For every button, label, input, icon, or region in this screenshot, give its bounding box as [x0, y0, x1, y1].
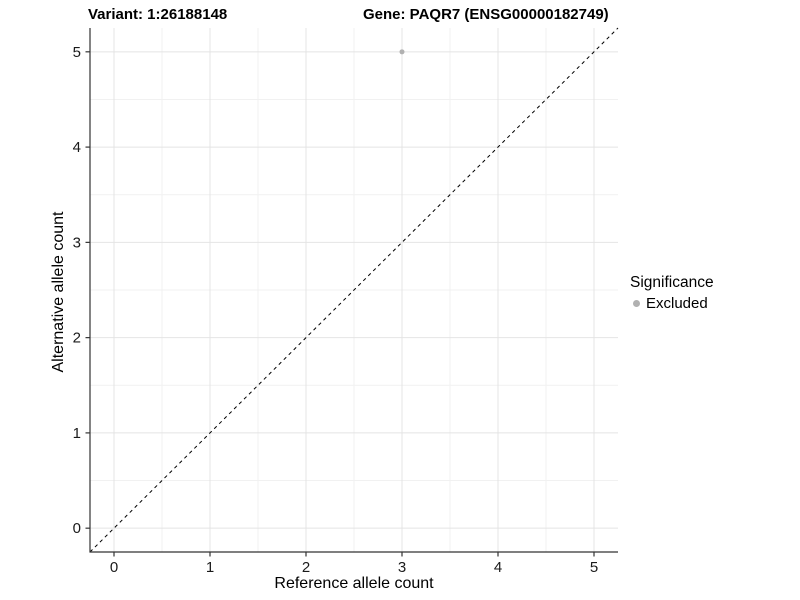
legend: Significance Excluded	[629, 274, 714, 312]
y-tick-label: 5	[73, 44, 81, 61]
y-axis-label: Alternative allele count	[50, 211, 67, 373]
y-tick-label: 3	[73, 234, 81, 251]
y-tick-label: 0	[73, 520, 81, 537]
x-tick-label: 1	[206, 559, 214, 576]
data-point-excluded	[399, 49, 405, 55]
y-tick-label: 2	[73, 330, 81, 347]
x-tick-label: 0	[110, 559, 118, 576]
plot-title-gene: Gene: PAQR7 (ENSG00000182749)	[363, 6, 609, 23]
x-tick-label: 5	[590, 559, 598, 576]
y-tick-label: 1	[73, 425, 81, 442]
x-tick-label: 4	[494, 559, 502, 576]
legend-item-excluded: Excluded	[629, 295, 714, 312]
x-axis-label: Reference allele count	[274, 575, 434, 592]
plot-title-variant: Variant: 1:26188148	[88, 6, 228, 23]
x-tick-label: 2	[302, 559, 310, 576]
identity-dashed-line	[89, 27, 619, 553]
legend-title: Significance	[630, 274, 714, 291]
excluded-point-icon	[633, 300, 640, 307]
x-tick-label: 3	[398, 559, 406, 576]
y-tick-label: 4	[73, 139, 81, 156]
legend-item-label: Excluded	[646, 295, 708, 312]
